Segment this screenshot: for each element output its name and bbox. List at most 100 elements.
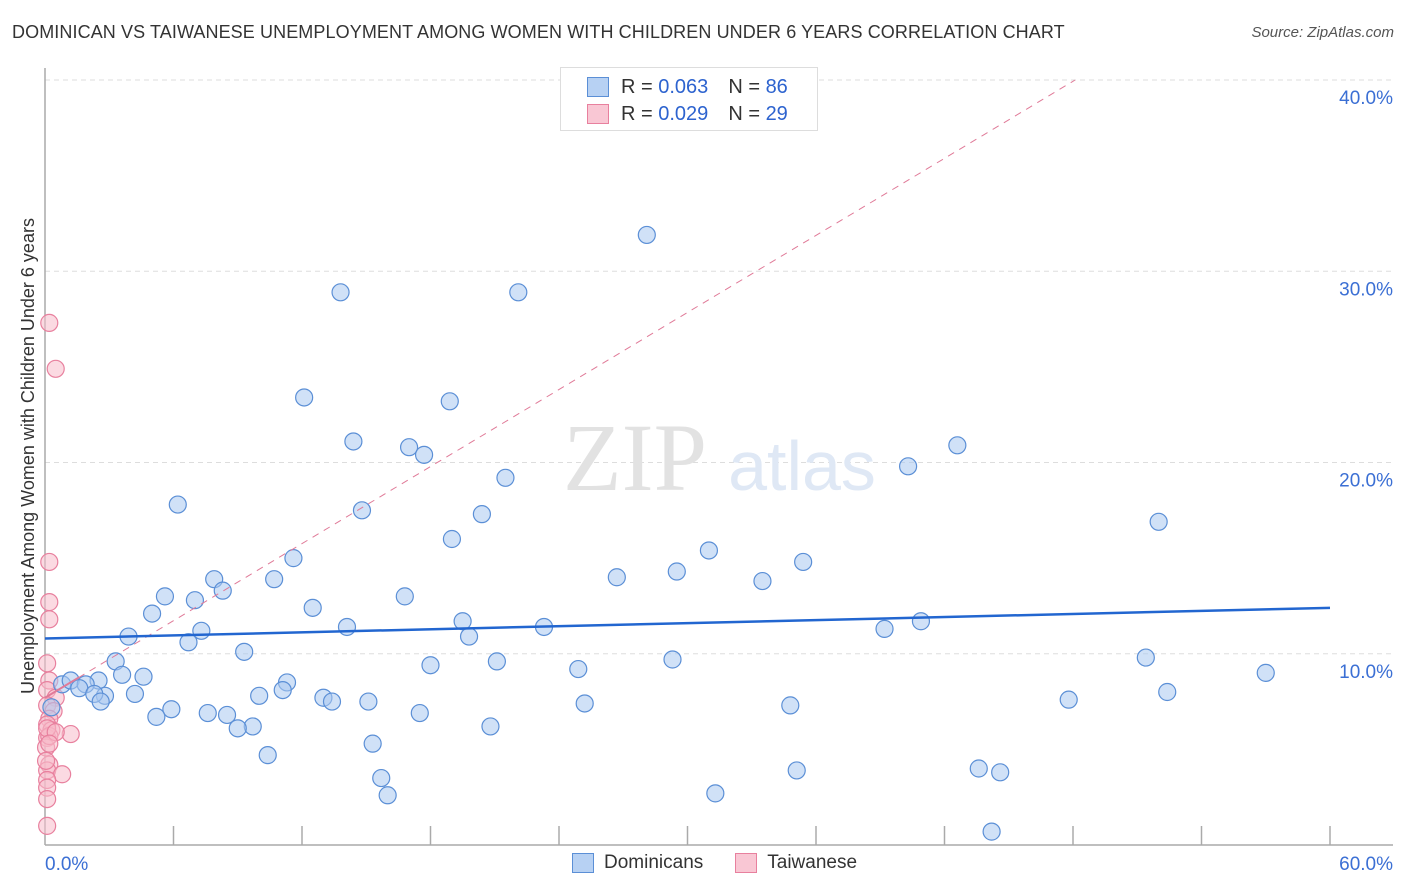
dominican-point <box>217 705 237 725</box>
taiwanese-point <box>46 359 65 378</box>
n-label: N = <box>728 75 760 98</box>
dominican-point <box>198 703 217 723</box>
r-label: R = <box>621 75 653 98</box>
dominican-point <box>42 698 61 717</box>
r-value: 0.063 <box>658 75 709 98</box>
dominican-point <box>898 457 918 476</box>
pink-swatch <box>735 853 758 873</box>
dominican-point <box>487 652 506 671</box>
dominican-point <box>125 684 145 704</box>
taiwanese-point <box>36 751 56 770</box>
dominican-point <box>258 746 277 765</box>
dominican-point <box>372 768 391 788</box>
dominican-point <box>706 784 725 803</box>
dominican-point <box>331 283 350 302</box>
dominican-point <box>991 763 1010 782</box>
dominican-point <box>303 598 322 617</box>
dominican-point <box>753 571 772 591</box>
dominican-point <box>787 761 806 780</box>
dominican-point <box>496 468 515 487</box>
dominican-point <box>459 627 479 646</box>
dominican-point <box>569 659 588 679</box>
dominican-point <box>481 717 500 736</box>
n-value: 86 <box>765 75 788 98</box>
trend-lines <box>44 79 1331 699</box>
legend-item-dominicans[interactable]: Dominicans <box>572 852 703 874</box>
chart-title: DOMINICAN VS TAIWANESE UNEMPLOYMENT AMON… <box>12 22 1065 42</box>
dominican-point <box>147 707 166 726</box>
dominican-point <box>344 432 363 451</box>
r-label: R = <box>621 102 653 125</box>
y-axis-label: Unemployment Among Women with Children U… <box>18 218 38 694</box>
dominican-point <box>228 719 247 738</box>
dominican-point <box>378 786 397 805</box>
dominican-point <box>667 562 686 581</box>
series-legend: Dominicans Taiwanese <box>572 852 889 874</box>
legend-label: Dominicans <box>604 852 704 873</box>
pink-swatch <box>587 104 609 124</box>
dominican-point <box>213 581 232 600</box>
dominican-point <box>440 392 459 411</box>
dominican-point <box>410 703 429 723</box>
r-value: 0.029 <box>658 102 709 125</box>
dominican-point <box>663 650 682 669</box>
y-tick-label: 10.0% <box>1339 662 1393 683</box>
dominican-point <box>179 633 198 652</box>
dominican-point <box>414 445 434 464</box>
source-label: Source: ZipAtlas.com <box>1251 24 1394 41</box>
dominican-point <box>273 680 292 700</box>
tick-labels: 10.0% 20.0% 30.0% 40.0% 0.0% 60.0% <box>45 88 1393 875</box>
watermark-atlas: atlas <box>728 427 876 505</box>
dominican-point <box>982 822 1001 841</box>
dominican-point <box>969 759 988 778</box>
taiwanese-trend-line <box>44 79 1076 699</box>
taiwanese-point <box>61 724 80 744</box>
gridlines <box>45 79 1393 655</box>
dominican-point <box>1136 648 1155 667</box>
legend-item-taiwanese[interactable]: Taiwanese <box>735 852 857 874</box>
dominican-point <box>781 696 800 715</box>
dominican-point <box>395 587 414 606</box>
dominican-point <box>185 591 205 610</box>
legend-label: Taiwanese <box>767 852 858 873</box>
n-label: N = <box>728 102 760 125</box>
dominican-point <box>91 692 110 711</box>
taiwanese-point <box>40 313 59 332</box>
dominican-point <box>794 552 813 572</box>
dominican-point <box>142 604 162 623</box>
dominican-point <box>295 388 314 407</box>
dominican-point <box>134 667 153 686</box>
y-tick-label: 30.0% <box>1339 279 1393 300</box>
dominican-point <box>472 505 491 524</box>
y-tick-label: 40.0% <box>1339 88 1393 109</box>
taiwanese-point <box>40 734 59 753</box>
dominican-point <box>699 541 719 560</box>
legend-row-dominicans: R = 0.063 N = 86 <box>587 74 788 100</box>
dominican-point <box>363 734 382 753</box>
x-tick-label: 60.0% <box>1339 854 1393 875</box>
dominican-point <box>442 529 462 549</box>
n-value: 29 <box>765 102 788 125</box>
dominican-trend-line <box>44 606 1331 640</box>
dominican-point <box>575 694 594 713</box>
taiwanese-point <box>38 789 57 809</box>
dominican-point <box>250 686 269 705</box>
taiwanese-point <box>40 593 59 612</box>
dominican-point <box>1158 682 1177 702</box>
dominican-point <box>352 501 372 520</box>
taiwanese-trend-solid <box>44 676 80 699</box>
watermark-zip: ZIP <box>563 404 707 511</box>
dominican-point <box>509 283 528 302</box>
dominican-point <box>421 656 440 675</box>
taiwanese-point <box>40 610 59 629</box>
dominican-point <box>607 568 626 587</box>
dominican-point <box>162 700 181 719</box>
dominican-point <box>399 438 419 457</box>
dominican-point <box>284 549 303 568</box>
dominican-point <box>243 717 262 736</box>
correlation-legend: R = 0.063 N = 86 R = 0.029 N = 29 <box>560 67 818 131</box>
legend-row-taiwanese: R = 0.029 N = 29 <box>587 101 788 127</box>
x-tick-label: 0.0% <box>45 854 88 875</box>
taiwanese-point <box>38 654 57 673</box>
